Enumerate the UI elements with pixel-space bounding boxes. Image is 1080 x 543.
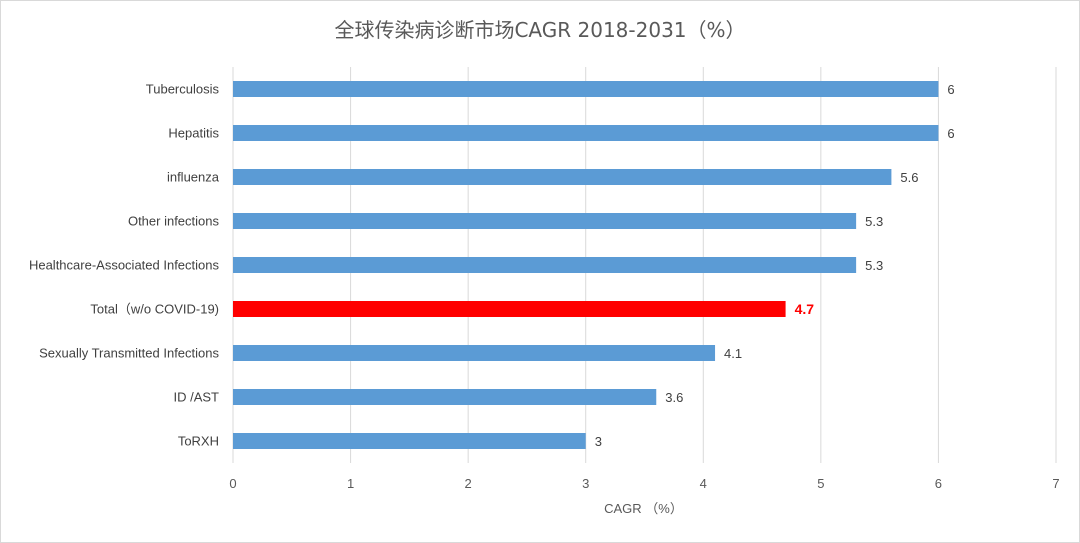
bar [233, 125, 939, 141]
x-tick-label: 0 [229, 476, 236, 491]
bar [233, 257, 857, 273]
bar [233, 301, 786, 317]
x-tick-label: 4 [700, 476, 707, 491]
chart-title: 全球传染病诊断市场CAGR 2018-2031（%） [334, 18, 746, 42]
bar [233, 433, 586, 449]
category-label: ToRXH [178, 434, 219, 449]
x-tick-label: 5 [817, 476, 824, 491]
labels: 0 1 2 3 4 5 6 7 Tuberculosis 6 Hepatitis 6 influenza… [29, 82, 1060, 492]
bar [233, 213, 857, 229]
x-tick-label: 3 [582, 476, 589, 491]
x-tick-label: 6 [935, 476, 942, 491]
x-tick-label: 7 [1052, 476, 1059, 491]
data-label: 5.6 [900, 170, 918, 185]
category-label: Other infections [128, 214, 220, 229]
bar [233, 345, 716, 361]
category-label: ID /AST [173, 390, 219, 405]
category-label: Hepatitis [168, 126, 219, 141]
data-label: 5.3 [865, 258, 883, 273]
x-tick-label: 1 [347, 476, 354, 491]
data-label: 3.6 [665, 390, 683, 405]
category-label: Total（w/o COVID-19) [90, 302, 219, 317]
bars [233, 81, 939, 449]
bar [233, 169, 892, 185]
data-label: 6 [947, 82, 954, 97]
category-label: Healthcare-Associated Infections [29, 258, 220, 273]
category-label: Sexually Transmitted Infections [39, 346, 219, 361]
x-axis-title: CAGR （%） [604, 501, 683, 516]
bar [233, 81, 939, 97]
data-label: 6 [947, 126, 954, 141]
data-label: 3 [595, 434, 602, 449]
x-tick-label: 2 [465, 476, 472, 491]
data-label: 4.7 [795, 301, 815, 317]
bar [233, 389, 657, 405]
category-label: Tuberculosis [146, 82, 220, 97]
data-label: 4.1 [724, 346, 742, 361]
category-label: influenza [167, 170, 220, 185]
data-label: 5.3 [865, 214, 883, 229]
